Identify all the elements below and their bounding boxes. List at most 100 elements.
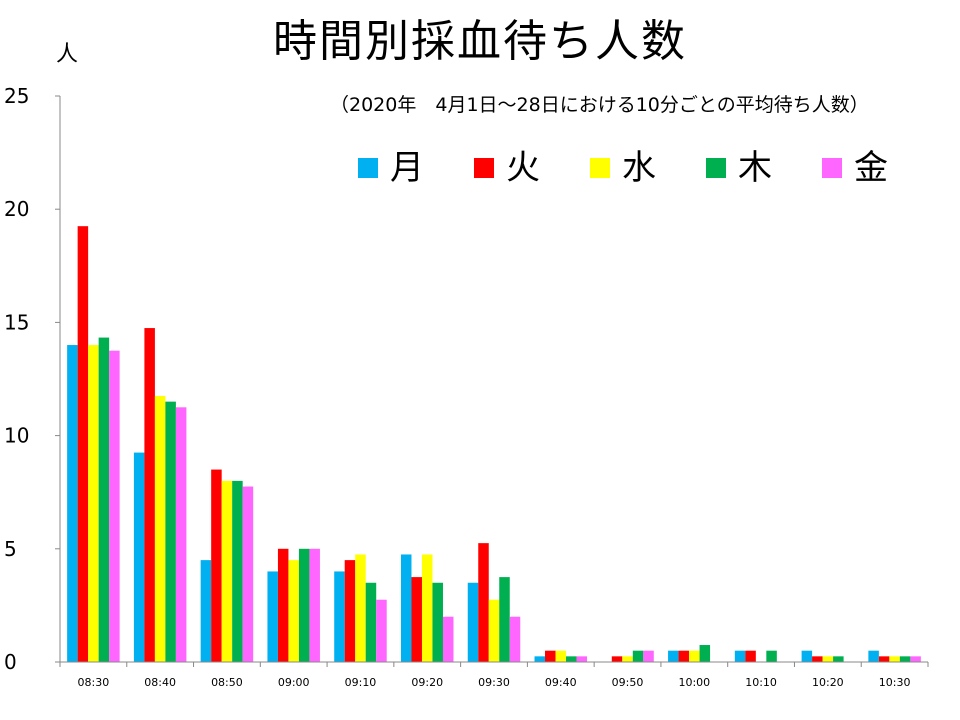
bar [355,554,366,662]
bar [822,656,834,662]
legend-swatch-mon [358,158,378,178]
bar [899,656,911,662]
bar [365,582,377,662]
x-tick-label: 10:00 [678,676,710,689]
bar [175,407,187,662]
x-tick-label: 10:30 [879,676,911,689]
bar [545,650,556,662]
bar [421,554,433,662]
bar-series-group [67,226,921,662]
bar [801,650,813,662]
bar [144,328,155,662]
bar [98,337,110,662]
bar [267,571,278,662]
chart-subtitle: （2020年 4月1日～28日における10分ごとの平均待ち人数） [330,94,869,116]
bar [566,656,577,662]
bar [133,452,145,662]
bar [442,616,454,662]
legend-label-tue: 火 [506,148,540,188]
bar [400,554,412,662]
bar [478,543,489,662]
bar [678,650,690,662]
bar [833,656,844,662]
bar [154,395,166,662]
legend-item-fri: 金 [822,148,888,188]
bar [622,656,633,662]
bar [232,480,243,662]
bar [889,656,900,662]
x-tick-label: 09:40 [545,676,577,689]
bar [200,560,212,662]
bar [689,650,700,662]
x-tick-label: 09:10 [345,676,377,689]
bar [812,656,823,662]
legend-item-mon: 月 [358,148,424,188]
bar [277,548,289,662]
bar [221,480,233,662]
bar [344,560,356,662]
y-tick-label: 10 [4,424,29,448]
legend-label-thu: 木 [738,148,772,188]
x-tick-label: 09:30 [478,676,510,689]
bar [534,656,546,662]
bar [868,650,879,662]
y-tick-label: 15 [4,310,29,334]
legend-swatch-tue [474,158,494,178]
legend-item-thu: 木 [706,148,772,188]
x-axis-ticks: 08:30 08:40 08:50 09:00 09:10 09:20 09:30 09:40… [59,662,929,689]
bar [88,345,99,662]
bar [376,599,387,662]
bar [910,656,921,662]
bar [334,571,345,662]
x-tick-label: 10:10 [745,676,777,689]
y-axis-unit-label: 人 [56,42,79,67]
bar [411,577,422,662]
bar [668,650,679,662]
bar [555,650,567,662]
bar [467,582,479,662]
bar [211,469,222,662]
legend-label-fri: 金 [854,148,888,188]
bar [643,650,654,662]
y-tick-label: 5 [4,537,17,561]
bar [67,345,78,662]
chart-title: 時間別採血待ち人数 [273,16,687,67]
bar [878,656,890,662]
bar [488,599,500,662]
legend-label-mon: 月 [390,148,424,188]
legend-swatch-fri [822,158,842,178]
bar [499,577,510,662]
bar [109,350,120,662]
x-tick-label: 08:30 [78,676,110,689]
bar [766,650,777,662]
bar [699,645,711,662]
legend-swatch-thu [706,158,726,178]
bar [734,650,746,662]
bar [509,616,521,662]
legend-label-wed: 水 [622,148,656,188]
x-tick-label: 08:50 [211,676,243,689]
bar [632,650,644,662]
y-tick-label: 25 [4,84,29,108]
bar [298,548,310,662]
y-tick-label: 0 [4,650,17,674]
legend-swatch-wed [590,158,610,178]
x-tick-label: 09:20 [411,676,443,689]
bar [242,486,254,662]
bar [745,650,756,662]
legend-item-tue: 火 [474,148,540,188]
x-tick-label: 10:20 [812,676,844,689]
bar [77,226,89,662]
legend: 月 火 水 木 金 [358,148,938,188]
bar [165,401,176,662]
bar [432,582,443,662]
x-tick-label: 08:40 [144,676,176,689]
bar [611,656,623,662]
x-tick-label: 09:00 [278,676,310,689]
legend-item-wed: 水 [590,148,656,188]
y-tick-label: 20 [4,197,29,221]
x-tick-label: 09:50 [612,676,644,689]
bar [288,560,299,662]
y-axis-ticks: 0 5 10 15 20 25 [4,84,60,674]
